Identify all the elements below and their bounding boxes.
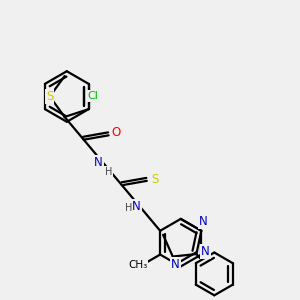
Text: S: S	[46, 90, 53, 103]
Text: N: N	[199, 215, 207, 228]
Text: N: N	[132, 200, 141, 213]
Text: H: H	[125, 203, 132, 213]
Text: CH₃: CH₃	[128, 260, 147, 270]
Text: O: O	[111, 126, 121, 139]
Text: S: S	[152, 173, 159, 186]
Text: N: N	[201, 244, 210, 258]
Text: Cl: Cl	[88, 91, 99, 101]
Text: H: H	[104, 167, 112, 177]
Text: N: N	[94, 156, 103, 169]
Text: N: N	[171, 258, 180, 271]
